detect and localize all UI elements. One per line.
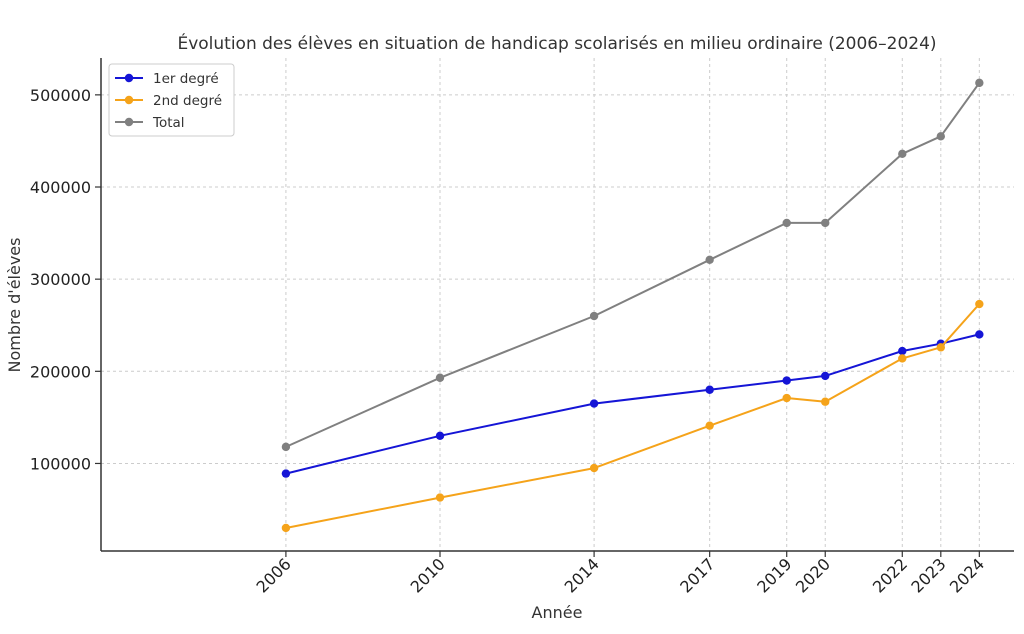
- x-tick-label: 2020: [792, 554, 834, 596]
- legend-box: [108, 63, 235, 137]
- data-point: [281, 442, 291, 452]
- chart-title: Évolution des élèves en situation de han…: [177, 32, 936, 54]
- x-tick-label: 2010: [407, 554, 449, 596]
- data-point: [821, 218, 830, 228]
- series-line: [285, 333, 980, 475]
- legend: 1er degré 2nd degré Total: [108, 63, 235, 137]
- data-point: [898, 354, 907, 363]
- y-tick-label: 300000: [30, 270, 91, 289]
- legend-entry: Total: [115, 115, 185, 131]
- legend-marker: [124, 95, 134, 105]
- legend-marker: [124, 73, 134, 83]
- x-tick-label: 2022: [869, 554, 911, 596]
- series-line: [285, 82, 981, 448]
- data-point: [435, 373, 445, 382]
- x-tick-label: 2023: [907, 554, 949, 596]
- data-point: [435, 431, 445, 441]
- legend-entry: 2nd degré: [115, 93, 222, 109]
- x-tick-label: 2006: [253, 554, 295, 596]
- data-point: [898, 149, 907, 159]
- data-point: [705, 255, 714, 265]
- data-point: [589, 399, 599, 408]
- data-point: [435, 493, 445, 502]
- data-point: [936, 132, 946, 141]
- legend-label: 2nd degré: [153, 93, 222, 109]
- data-point: [975, 78, 984, 88]
- data-point: [782, 376, 791, 385]
- data-point: [589, 463, 599, 473]
- axes: [95, 58, 1014, 557]
- data-point: [782, 393, 791, 403]
- x-tick-label: 2014: [561, 554, 603, 596]
- data-point: [821, 397, 830, 406]
- legend-entry: 1er degré: [115, 71, 219, 87]
- y-axis-label: Nombre d'élèves: [5, 238, 24, 373]
- data-point: [898, 346, 907, 356]
- y-tick-label: 200000: [30, 362, 91, 381]
- x-tick-label: 2019: [753, 554, 795, 596]
- x-tick-label: 2024: [946, 554, 988, 596]
- data-point: [782, 218, 791, 228]
- series-line: [285, 303, 981, 529]
- data-point: [589, 311, 599, 321]
- y-tick-label: 100000: [30, 454, 91, 473]
- data-series: [281, 78, 984, 533]
- grid-lines: [101, 58, 1014, 551]
- data-point: [975, 330, 984, 339]
- y-tick-label: 500000: [30, 86, 91, 105]
- data-point: [975, 299, 984, 309]
- legend-label: 1er degré: [153, 71, 219, 87]
- x-tick-label: 2017: [676, 554, 718, 596]
- data-point: [821, 371, 830, 381]
- data-point: [705, 385, 714, 394]
- y-tick-label: 400000: [30, 178, 91, 197]
- legend-marker: [124, 117, 134, 127]
- data-point: [281, 469, 291, 478]
- legend-label: Total: [152, 115, 185, 131]
- data-point: [705, 421, 714, 430]
- data-point: [936, 343, 946, 352]
- x-axis-label: Année: [532, 603, 583, 622]
- data-point: [281, 523, 291, 533]
